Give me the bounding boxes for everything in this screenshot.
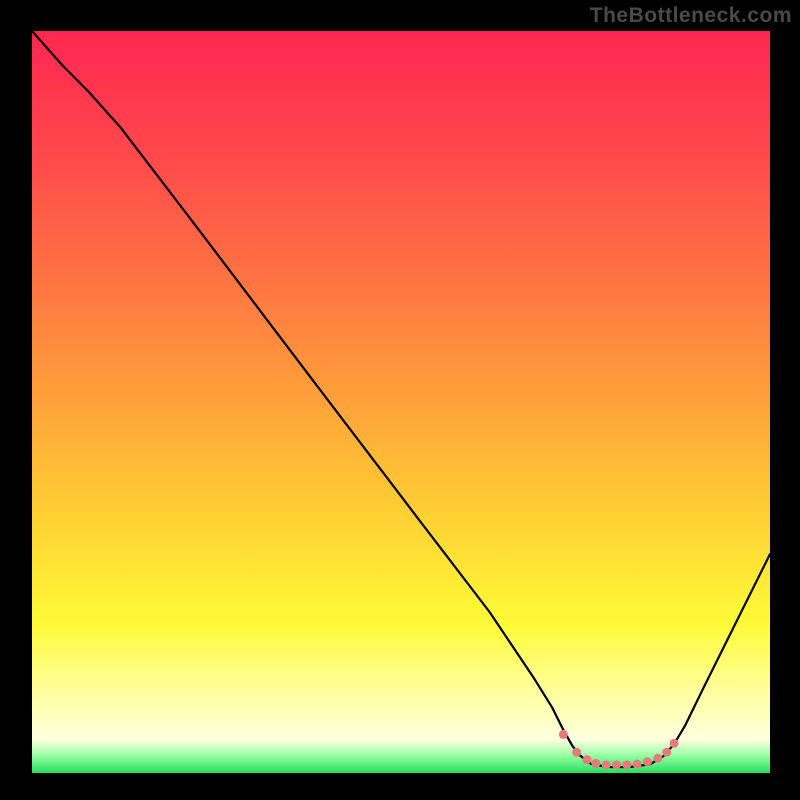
curve-marker — [670, 739, 679, 748]
gradient-background — [32, 31, 770, 773]
curve-marker — [602, 760, 611, 769]
curve-marker — [622, 760, 631, 769]
watermark-text: TheBottleneck.com — [590, 4, 792, 28]
curve-marker — [612, 760, 621, 769]
curve-marker — [582, 755, 591, 764]
chart-container: TheBottleneck.com — [0, 0, 800, 800]
curve-marker — [633, 760, 642, 769]
curve-marker — [572, 748, 581, 757]
curve-marker — [662, 748, 671, 757]
bottleneck-chart — [0, 0, 800, 800]
curve-marker — [643, 757, 652, 766]
curve-marker — [591, 759, 600, 768]
curve-marker — [653, 754, 662, 763]
curve-marker — [559, 730, 568, 739]
